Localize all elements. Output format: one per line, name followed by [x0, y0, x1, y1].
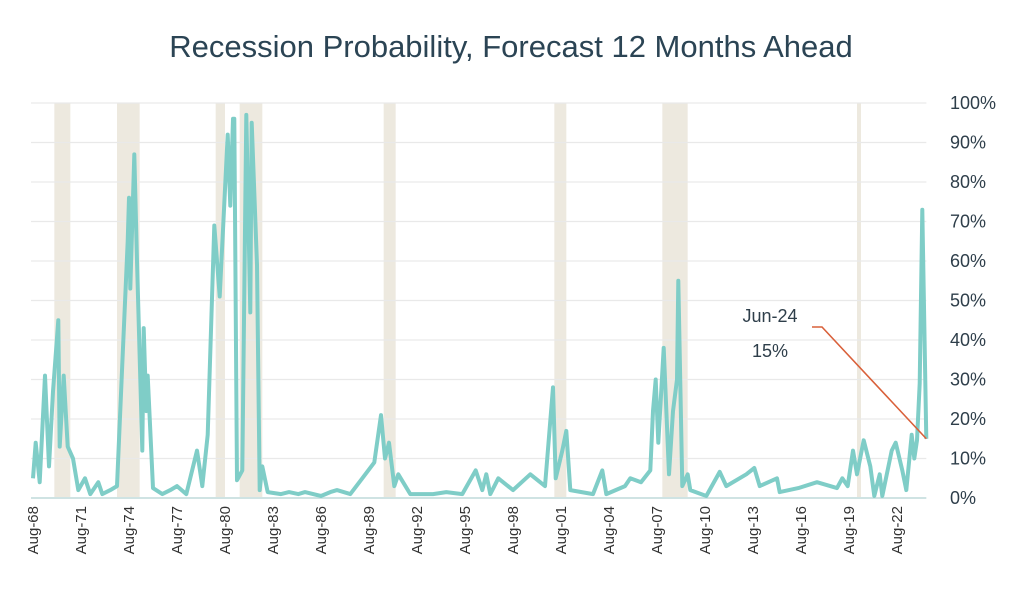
x-tick-label: Aug-83: [265, 506, 282, 554]
y-tick-label: 0%: [950, 488, 976, 508]
annotation-label: Jun-24: [742, 306, 797, 326]
x-tick-label: Aug-04: [601, 506, 618, 554]
x-tick-label: Aug-16: [793, 506, 810, 554]
x-tick-label: Aug-95: [457, 506, 474, 554]
y-axis-labels: 0% 10% 20% 30% 40% 50% 60% 70% 80% 90% 100%: [950, 93, 996, 508]
y-tick-label: 10%: [950, 449, 986, 469]
x-tick-label: Aug-92: [409, 506, 426, 554]
annotation-value: 15%: [752, 341, 788, 361]
y-tick-label: 40%: [950, 330, 986, 350]
y-tick-label: 30%: [950, 370, 986, 390]
y-tick-label: 50%: [950, 291, 986, 311]
x-tick-label: Aug-77: [169, 506, 186, 554]
gridlines: [31, 102, 927, 499]
x-tick-label: Aug-22: [889, 506, 906, 554]
x-axis-labels: Aug-68 Aug-71 Aug-74 Aug-77 Aug-80 Aug-83 Aug-…: [25, 506, 906, 554]
annotation: Jun-24 15%: [742, 306, 927, 440]
y-tick-label: 90%: [950, 133, 986, 153]
x-tick-label: Aug-86: [313, 506, 330, 554]
x-tick-label: Aug-74: [121, 506, 138, 554]
x-tick-label: Aug-13: [745, 506, 762, 554]
x-tick-label: Aug-07: [649, 506, 666, 554]
y-tick-label: 80%: [950, 172, 986, 192]
x-tick-label: Aug-68: [25, 506, 42, 554]
y-tick-label: 70%: [950, 212, 986, 232]
probability-series-line: [31, 112, 929, 498]
x-tick-label: Aug-19: [841, 506, 858, 554]
x-tick-label: Aug-98: [505, 506, 522, 554]
x-tick-label: Aug-71: [73, 506, 90, 554]
y-tick-label: 60%: [950, 251, 986, 271]
annotation-leader-line: [812, 326, 927, 440]
y-tick-label: 100%: [950, 93, 996, 113]
x-tick-label: Aug-80: [217, 506, 234, 554]
x-tick-label: Aug-89: [361, 506, 378, 554]
y-tick-label: 20%: [950, 409, 986, 429]
chart-title: Recession Probability, Forecast 12 Month…: [169, 29, 853, 64]
x-tick-label: Aug-01: [553, 506, 570, 554]
x-tick-label: Aug-10: [697, 506, 714, 554]
